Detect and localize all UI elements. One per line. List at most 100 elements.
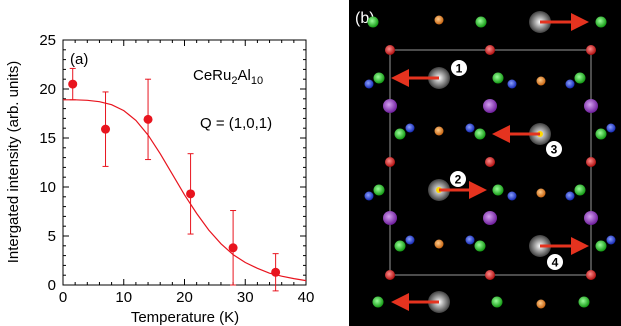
formula-ce-ru: CeRu: [193, 67, 231, 84]
x-tick-label: 0: [59, 289, 67, 306]
green-atom: [574, 72, 586, 84]
green-atom: [394, 240, 406, 252]
data-point: [68, 79, 78, 89]
x-tick-label: 20: [176, 289, 193, 306]
green-atom: [574, 184, 586, 196]
green-atom: [492, 72, 504, 84]
site-number-4: 4: [552, 256, 559, 270]
blue-atom: [405, 235, 415, 245]
data-series: [68, 67, 281, 292]
y-tick-label: 20: [39, 81, 56, 98]
site-markers: 1 2 3 4: [450, 60, 563, 270]
red-atom: [385, 157, 395, 167]
x-tick-label: 30: [237, 289, 254, 306]
site-marker-1: [451, 60, 467, 76]
purple-atoms: [383, 99, 598, 225]
purple-atom: [483, 99, 497, 113]
y-tick-label: 5: [48, 228, 56, 245]
axis-ticks: [62, 39, 307, 286]
fit-curve: [63, 99, 307, 282]
blue-atom: [465, 123, 475, 133]
tick-labels: 0 10 20 30 40 0 5 10 15 20 25: [39, 32, 314, 306]
green-atom: [491, 296, 503, 308]
blue-atom: [364, 191, 374, 201]
red-atom: [385, 45, 395, 55]
blue-atom: [606, 235, 616, 245]
panel-a-label: (a): [70, 51, 88, 68]
green-atom: [475, 16, 487, 28]
blue-atom: [507, 79, 517, 89]
q-vector: Q = (1,0,1): [200, 115, 272, 132]
blue-atom: [565, 191, 575, 201]
panel-b-structure: (b): [349, 0, 621, 326]
x-axis-label: Temperature (K): [131, 309, 239, 326]
blue-atom: [507, 191, 517, 201]
orange-atom: [434, 15, 444, 25]
purple-atom: [584, 99, 598, 113]
red-atom: [385, 270, 395, 280]
red-atom: [485, 270, 495, 280]
green-atoms: [367, 16, 607, 308]
data-point: [101, 124, 111, 134]
formula-sub-2: 2: [231, 75, 237, 87]
moment-arrows: [391, 13, 589, 311]
data-point: [143, 114, 153, 124]
orange-atom: [434, 126, 444, 136]
site-number-1: 1: [456, 62, 463, 76]
plot-frame: [62, 39, 307, 286]
y-tick-label: 0: [48, 277, 56, 294]
formula-sub-10: 10: [251, 75, 263, 87]
green-atom: [595, 128, 607, 140]
purple-atom: [584, 211, 598, 225]
red-atom: [485, 45, 495, 55]
purple-atom: [383, 211, 397, 225]
red-atom: [485, 157, 495, 167]
orange-atom: [434, 239, 444, 249]
y-tick-label: 25: [39, 32, 56, 49]
blue-atoms: [364, 79, 616, 245]
x-tick-label: 40: [298, 289, 315, 306]
site-number-2: 2: [455, 173, 462, 187]
data-point: [228, 243, 238, 253]
blue-atom: [606, 123, 616, 133]
green-atom: [595, 16, 607, 28]
compound-formula: CeRu2Al10: [193, 67, 263, 87]
y-tick-label: 10: [39, 179, 56, 196]
green-atom: [595, 240, 607, 252]
green-atom: [578, 296, 590, 308]
blue-atom: [465, 235, 475, 245]
blue-atom: [364, 79, 374, 89]
site-marker-4: [547, 254, 563, 270]
orange-atom: [536, 188, 546, 198]
site-marker-2: [450, 171, 466, 187]
red-atom: [586, 45, 596, 55]
purple-atom: [383, 99, 397, 113]
red-atoms: [385, 45, 596, 280]
green-atom: [492, 184, 504, 196]
x-tick-label: 10: [115, 289, 132, 306]
data-point: [271, 267, 281, 277]
orange-atom: [536, 299, 546, 309]
green-atom: [373, 184, 385, 196]
blue-atom: [405, 123, 415, 133]
orange-atom: [536, 76, 546, 86]
data-point: [186, 189, 196, 199]
site-number-3: 3: [551, 143, 558, 157]
red-atom: [586, 270, 596, 280]
formula-al: Al: [237, 67, 250, 84]
site-marker-3: [546, 141, 562, 157]
orange-atoms: [434, 15, 546, 309]
red-atom: [586, 157, 596, 167]
purple-atom: [483, 211, 497, 225]
blue-atom: [565, 79, 575, 89]
y-tick-label: 15: [39, 130, 56, 147]
green-atom: [474, 240, 486, 252]
green-atom: [474, 128, 486, 140]
green-atom: [372, 296, 384, 308]
green-atom: [373, 72, 385, 84]
green-atom: [394, 128, 406, 140]
green-atom: [367, 16, 379, 28]
y-axis-label: Intergated intensity (arb. units): [5, 61, 22, 264]
